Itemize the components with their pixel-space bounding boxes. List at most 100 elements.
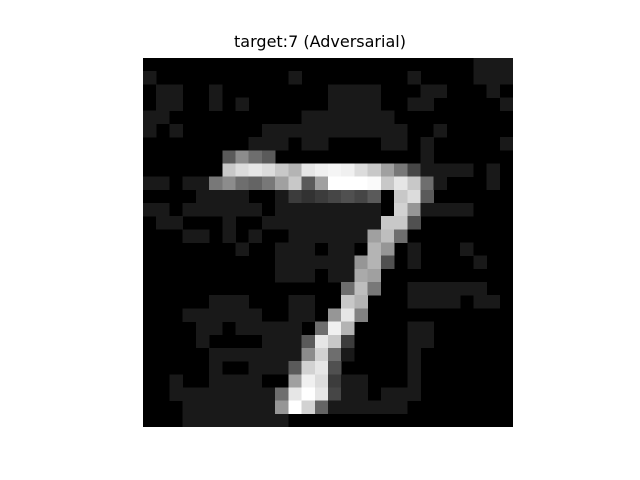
image-pixel bbox=[499, 137, 513, 151]
image-pixel bbox=[314, 163, 329, 177]
image-pixel bbox=[209, 347, 223, 362]
image-pixel bbox=[394, 400, 408, 415]
image-pixel bbox=[314, 361, 329, 375]
image-pixel bbox=[460, 163, 474, 177]
image-pixel bbox=[288, 163, 302, 177]
image-pixel bbox=[341, 334, 355, 349]
image-pixel bbox=[407, 295, 421, 309]
image-pixel bbox=[328, 347, 342, 362]
image-pixel bbox=[341, 242, 355, 256]
image-pixel bbox=[169, 387, 183, 401]
image-pixel bbox=[433, 202, 448, 217]
image-pixel bbox=[328, 308, 342, 322]
image-pixel bbox=[301, 308, 316, 322]
image-pixel bbox=[380, 176, 395, 191]
image-pixel bbox=[341, 321, 355, 336]
image-pixel bbox=[341, 387, 355, 401]
image-pixel bbox=[341, 163, 355, 177]
image-pixel bbox=[169, 216, 183, 230]
image-pixel bbox=[182, 202, 197, 217]
image-pixel bbox=[195, 387, 210, 401]
image-pixel bbox=[222, 308, 236, 322]
image-pixel bbox=[222, 374, 236, 388]
image-pixel bbox=[354, 374, 368, 388]
image-pixel bbox=[420, 282, 434, 296]
image-pixel bbox=[314, 123, 329, 138]
image-pixel bbox=[341, 110, 355, 125]
image-pixel bbox=[354, 387, 368, 401]
image-pixel bbox=[261, 321, 276, 336]
image-pixel bbox=[314, 387, 329, 401]
image-pixel bbox=[446, 202, 461, 217]
image-pixel bbox=[248, 163, 263, 177]
image-pixel bbox=[301, 176, 316, 191]
image-pixel bbox=[195, 202, 210, 217]
image-pixel bbox=[156, 84, 170, 98]
image-pixel bbox=[248, 176, 263, 191]
image-pixel bbox=[301, 123, 316, 138]
image-pixel bbox=[288, 216, 302, 230]
image-pixel bbox=[341, 308, 355, 322]
image-pixel bbox=[209, 189, 223, 204]
image-pixel bbox=[301, 242, 316, 256]
image-pixel bbox=[209, 374, 223, 388]
image-pixel bbox=[354, 163, 368, 177]
image-pixel bbox=[182, 400, 197, 415]
image-pixel bbox=[275, 400, 289, 415]
image-pixel bbox=[367, 242, 382, 256]
image-pixel bbox=[143, 71, 157, 85]
image-pixel bbox=[394, 137, 408, 151]
image-pixel bbox=[460, 282, 474, 296]
image-pixel bbox=[248, 229, 263, 243]
image-pixel bbox=[367, 229, 382, 243]
image-pixel bbox=[354, 229, 368, 243]
image-pixel bbox=[407, 189, 421, 204]
image-pixel bbox=[367, 163, 382, 177]
image-pixel bbox=[314, 176, 329, 191]
image-pixel bbox=[473, 71, 487, 85]
image-pixel bbox=[407, 242, 421, 256]
image-pixel bbox=[354, 268, 368, 283]
image-pixel bbox=[380, 163, 395, 177]
image-pixel bbox=[420, 334, 434, 349]
image-pixel bbox=[275, 321, 289, 336]
image-pixel bbox=[367, 84, 382, 98]
image-pixel bbox=[354, 400, 368, 415]
image-pixel bbox=[288, 334, 302, 349]
image-pixel bbox=[407, 202, 421, 217]
image-pixel bbox=[195, 229, 210, 243]
image-pixel bbox=[420, 84, 434, 98]
image-pixel bbox=[301, 400, 316, 415]
image-pixel bbox=[156, 216, 170, 230]
image-pixel bbox=[341, 123, 355, 138]
image-pixel bbox=[380, 229, 395, 243]
image-pixel bbox=[301, 268, 316, 283]
image-pixel bbox=[407, 282, 421, 296]
image-pixel bbox=[407, 97, 421, 111]
image-pixel bbox=[301, 334, 316, 349]
image-pixel bbox=[275, 137, 289, 151]
image-pixel bbox=[328, 176, 342, 191]
image-pixel bbox=[261, 163, 276, 177]
image-pixel bbox=[261, 123, 276, 138]
image-pixel bbox=[301, 361, 316, 375]
image-pixel bbox=[433, 163, 448, 177]
image-pixel bbox=[341, 268, 355, 283]
image-pixel bbox=[420, 176, 434, 191]
image-pixel bbox=[169, 123, 183, 138]
image-pixel bbox=[367, 255, 382, 270]
image-pixel bbox=[301, 110, 316, 125]
image-pixel bbox=[169, 374, 183, 388]
image-pixel bbox=[314, 347, 329, 362]
image-pixel bbox=[460, 242, 474, 256]
image-pixel bbox=[473, 295, 487, 309]
image-pixel bbox=[407, 216, 421, 230]
image-pixel bbox=[446, 163, 461, 177]
image-pixel bbox=[301, 374, 316, 388]
image-pixel bbox=[301, 189, 316, 204]
image-pixel bbox=[275, 123, 289, 138]
image-pixel bbox=[367, 282, 382, 296]
image-pixel bbox=[328, 374, 342, 388]
image-pixel bbox=[235, 202, 249, 217]
image-pixel bbox=[314, 321, 329, 336]
